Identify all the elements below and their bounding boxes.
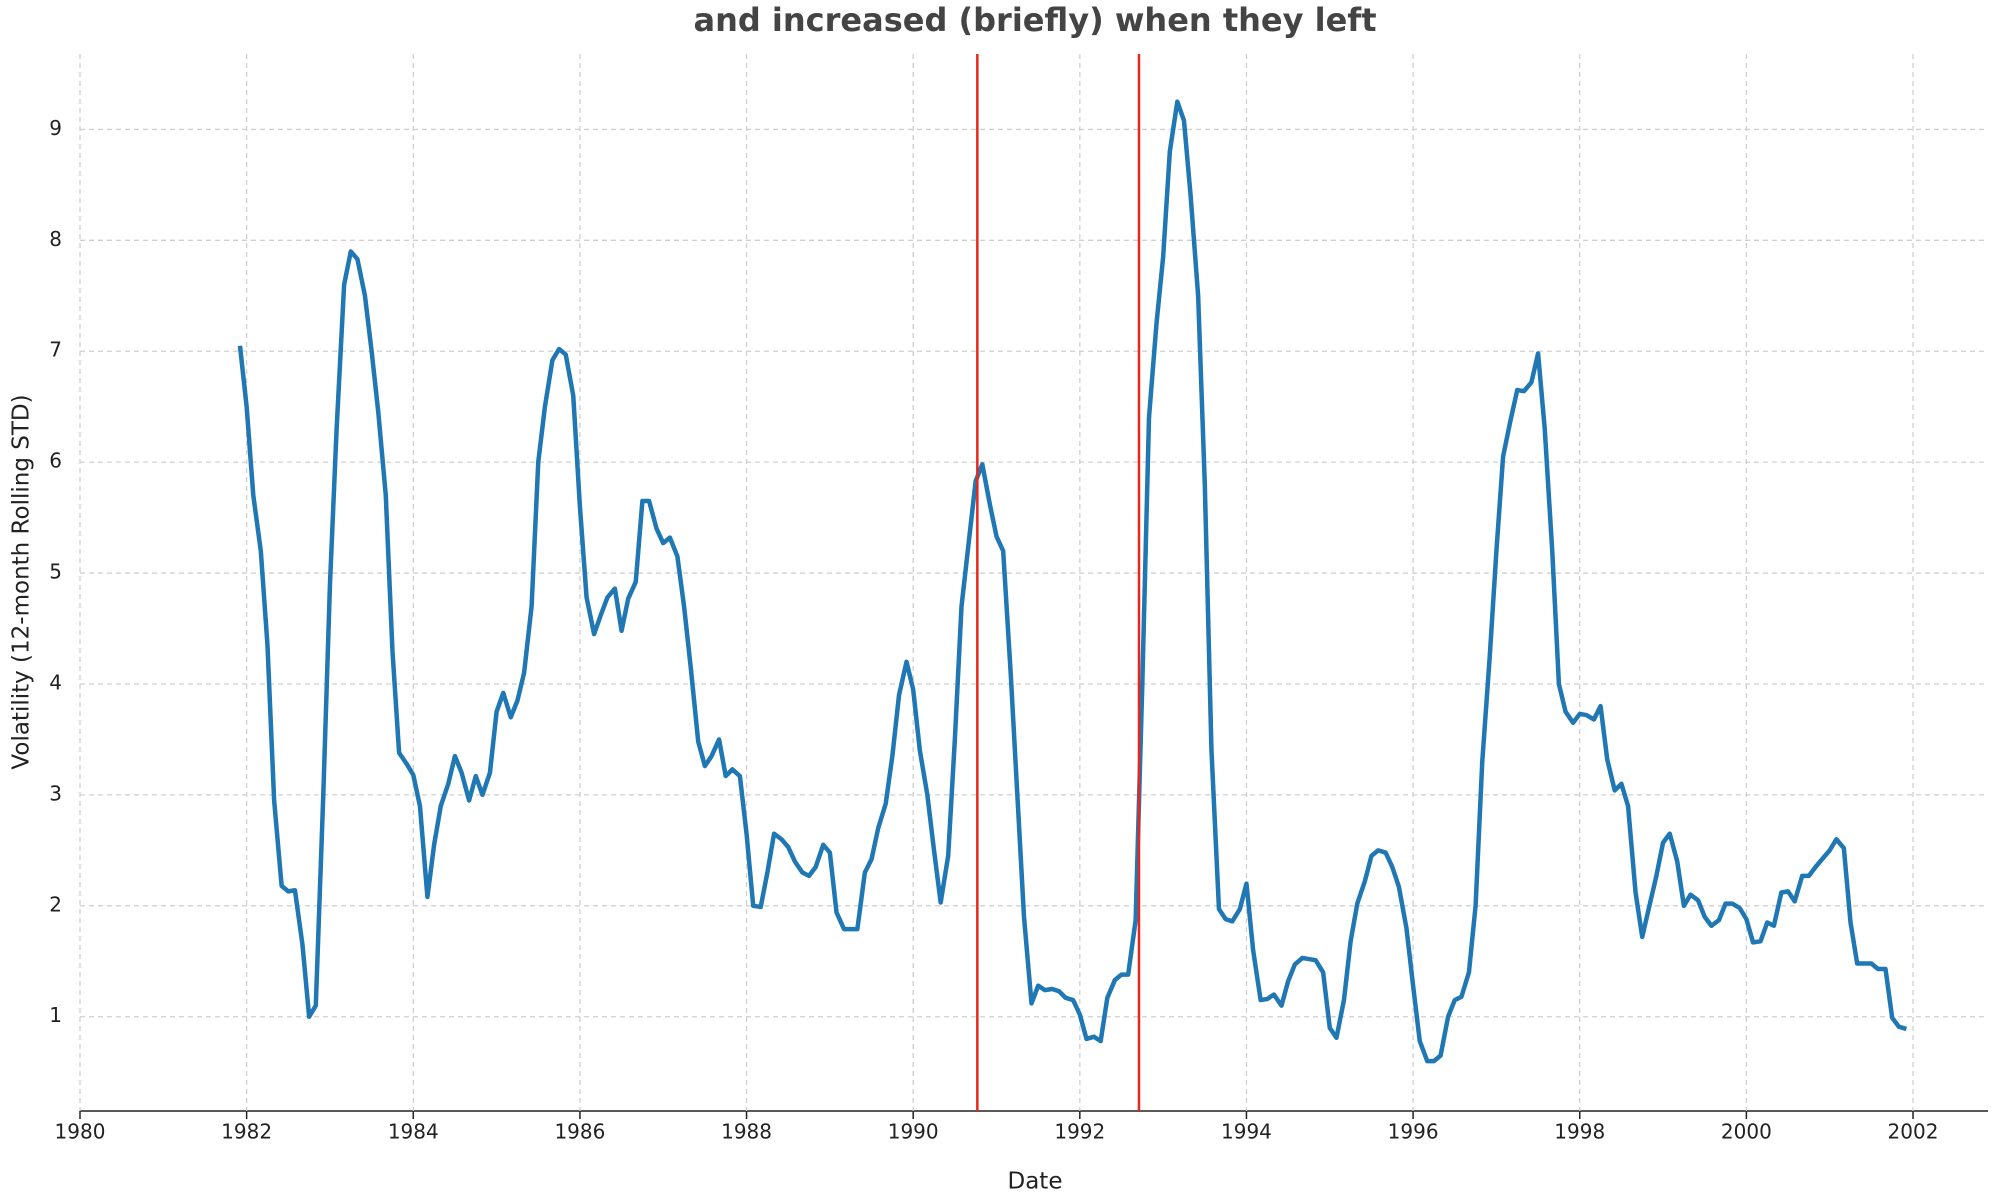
x-tick-label: 1982 <box>221 1120 272 1144</box>
x-tick-label: 1988 <box>721 1120 772 1144</box>
x-tick-label: 2000 <box>1721 1120 1772 1144</box>
chart-title: and increased (briefly) when they left <box>694 1 1377 39</box>
x-tick-label: 1992 <box>1054 1120 1105 1144</box>
x-axis-label: Date <box>1008 1169 1063 1195</box>
x-tick-label: 1996 <box>1388 1120 1439 1144</box>
x-tick-label: 1990 <box>888 1120 939 1144</box>
x-tick-label: 1998 <box>1554 1120 1605 1144</box>
data-line <box>237 99 1907 1064</box>
y-tick-label: 4 <box>49 670 62 694</box>
y-axis-label: Volatility (12-month Rolling STD) <box>9 394 35 769</box>
y-tick-label: 1 <box>49 1003 62 1027</box>
x-tick-label: 1980 <box>55 1120 106 1144</box>
y-tick-label: 2 <box>49 892 62 916</box>
y-tick-label: 7 <box>49 338 62 362</box>
y-tick-label: 3 <box>49 781 62 805</box>
y-tick-label: 8 <box>49 227 62 251</box>
x-tick-label: 1984 <box>388 1120 439 1144</box>
y-tick-label: 5 <box>49 560 62 584</box>
x-tick-label: 1994 <box>1221 1120 1272 1144</box>
y-tick-label: 6 <box>49 449 62 473</box>
x-tick-label: 1986 <box>554 1120 605 1144</box>
y-tick-label: 9 <box>49 116 62 140</box>
x-tick-label: 2002 <box>1888 1120 1939 1144</box>
